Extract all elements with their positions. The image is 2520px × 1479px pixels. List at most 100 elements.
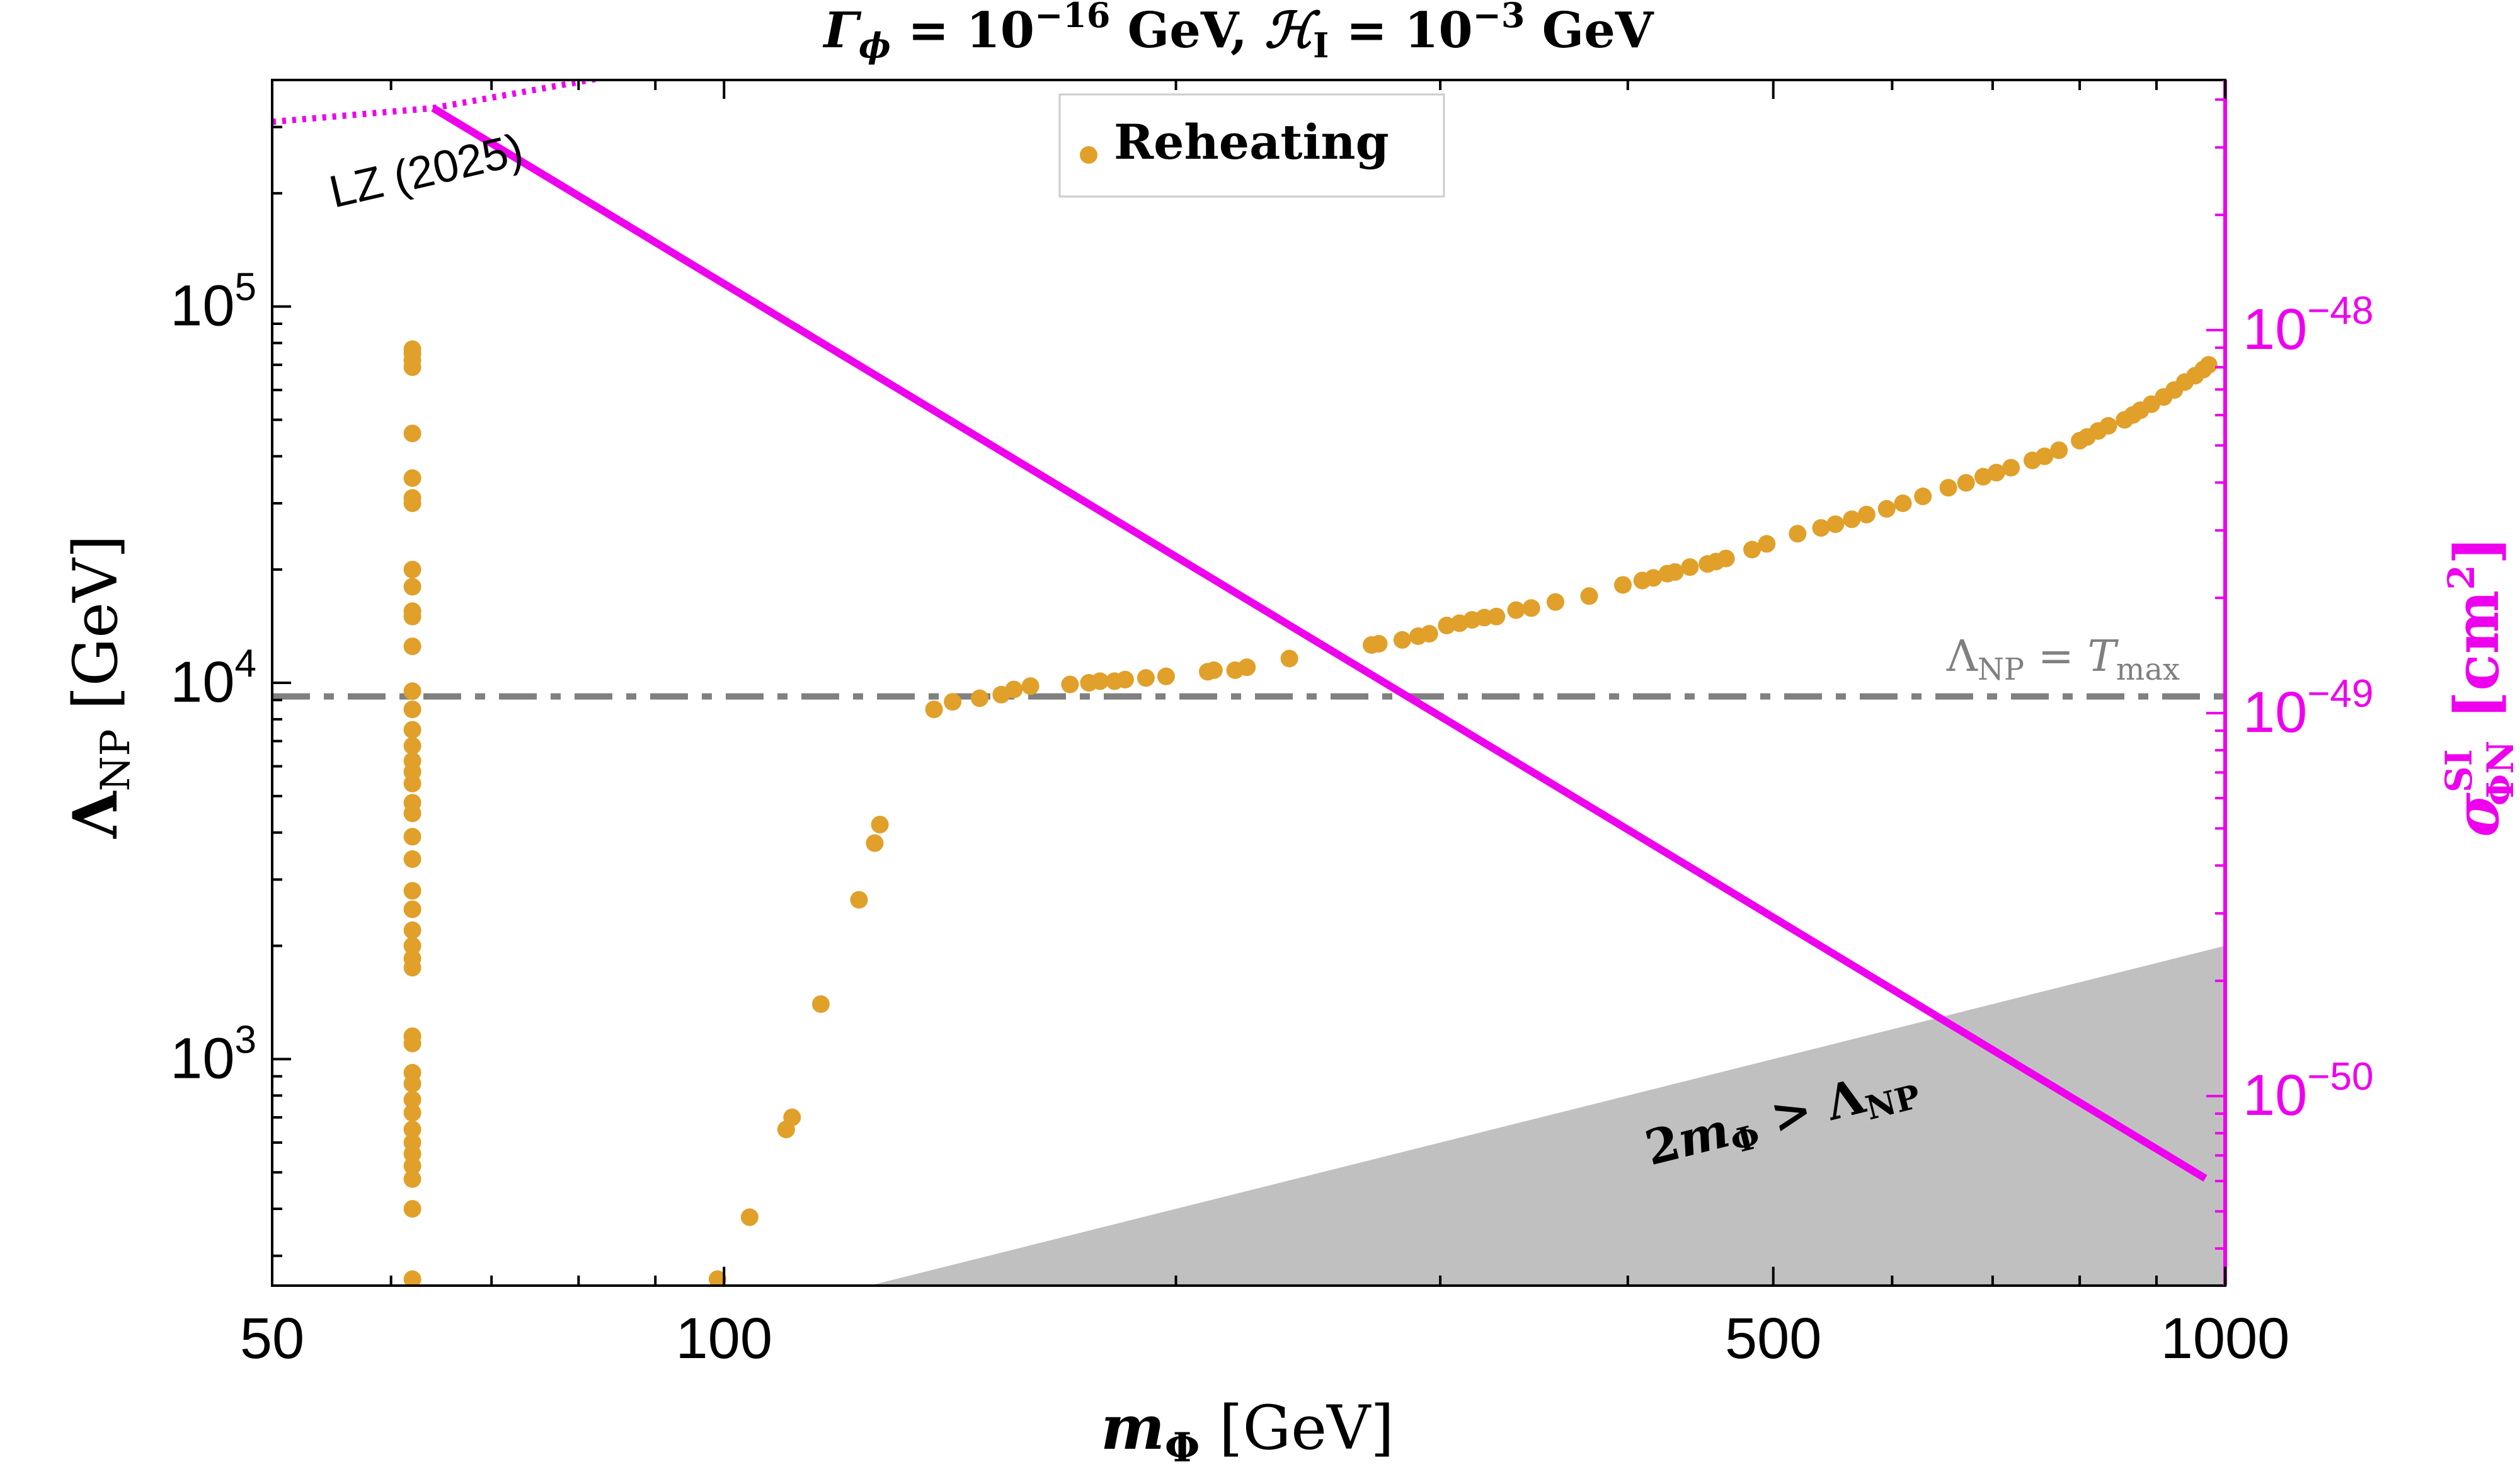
data-point xyxy=(1894,494,1912,512)
data-point xyxy=(1021,677,1040,695)
data-point xyxy=(403,1104,421,1122)
y-tick-label: 104 xyxy=(170,642,256,714)
data-point xyxy=(403,578,421,596)
chart-title: Γϕ = 10−16 GeV, ℋI = 10−3 GeV xyxy=(823,0,1654,66)
x-tick-label: 500 xyxy=(1725,1306,1822,1371)
data-point xyxy=(1666,563,1684,581)
lz-label: LZ (2025) xyxy=(325,124,528,217)
data-point xyxy=(811,995,830,1014)
data-point xyxy=(1116,670,1134,688)
y-tick-label: 103 xyxy=(170,1018,256,1090)
data-point xyxy=(1393,631,1411,649)
data-point xyxy=(403,469,421,487)
data-point xyxy=(403,682,421,700)
data-point xyxy=(403,1090,421,1109)
data-point xyxy=(1914,488,1932,505)
data-point xyxy=(403,561,421,579)
data-point xyxy=(1789,525,1807,543)
data-point xyxy=(403,1145,421,1163)
legend: Reheating xyxy=(1058,93,1445,198)
data-point xyxy=(1238,658,1256,677)
data-point xyxy=(1758,535,1776,553)
data-point xyxy=(403,637,421,656)
data-point xyxy=(1826,515,1845,534)
data-point xyxy=(1005,680,1023,699)
x-tick-label: 1000 xyxy=(2161,1306,2290,1371)
data-point xyxy=(1580,587,1598,605)
excluded-region xyxy=(869,945,2225,1286)
data-point xyxy=(403,882,421,900)
data-point xyxy=(1091,672,1109,690)
data-point xyxy=(2002,459,2020,477)
data-point xyxy=(925,700,943,719)
y-tick-label: 105 xyxy=(170,266,256,338)
data-point xyxy=(740,1208,759,1226)
data-point xyxy=(1857,505,1876,523)
data-point xyxy=(1614,576,1632,594)
cross-section-line xyxy=(431,105,2208,1182)
data-point xyxy=(1939,479,1957,497)
data-point xyxy=(403,721,421,739)
data-point xyxy=(403,804,421,823)
data-point xyxy=(2099,417,2117,435)
data-point xyxy=(783,1108,801,1126)
lz-limit-line xyxy=(272,80,608,125)
data-point xyxy=(1743,540,1761,559)
data-point xyxy=(403,358,421,376)
data-point xyxy=(403,1270,421,1286)
data-point xyxy=(2036,447,2054,465)
data-point xyxy=(1157,667,1175,685)
legend-box xyxy=(1058,93,1445,198)
data-point xyxy=(403,1170,421,1188)
data-point xyxy=(2199,356,2218,374)
data-point xyxy=(1205,661,1223,679)
data-point xyxy=(403,1121,421,1139)
data-point xyxy=(1420,625,1438,643)
data-point xyxy=(403,774,421,792)
data-point xyxy=(403,1034,421,1053)
data-point xyxy=(403,607,421,625)
data-point xyxy=(403,1157,421,1175)
data-point xyxy=(403,828,421,846)
data-point xyxy=(403,1200,421,1218)
data-point xyxy=(403,1075,421,1093)
data-point xyxy=(850,891,868,909)
data-point xyxy=(1487,607,1506,625)
data-point xyxy=(944,693,962,711)
legend-marker xyxy=(1080,146,1097,164)
data-point xyxy=(1547,593,1564,611)
data-point xyxy=(403,700,421,719)
data-point xyxy=(971,689,988,707)
data-point xyxy=(866,834,884,852)
data-point xyxy=(1644,569,1663,587)
data-point xyxy=(1522,599,1540,617)
data-point xyxy=(403,737,421,755)
data-point xyxy=(1370,635,1388,653)
data-point xyxy=(1137,669,1155,687)
data-point xyxy=(871,816,889,834)
data-point xyxy=(403,959,421,977)
y2-tick-label: 10−49 xyxy=(2243,672,2374,745)
data-point xyxy=(403,850,421,868)
data-point xyxy=(1507,601,1525,619)
data-point xyxy=(403,900,421,918)
data-point xyxy=(708,1270,726,1286)
data-point xyxy=(1987,464,2005,482)
y2-tick-label: 10−50 xyxy=(2243,1055,2374,1128)
data-point xyxy=(1061,675,1079,694)
data-point xyxy=(1877,500,1896,518)
data-point xyxy=(1843,510,1861,528)
data-point xyxy=(403,494,421,512)
data-point xyxy=(2050,441,2068,459)
data-point xyxy=(403,425,421,443)
data-point xyxy=(1280,649,1298,668)
data-point xyxy=(1681,558,1699,576)
data-point xyxy=(403,937,421,955)
data-point xyxy=(1812,519,1830,537)
y2-tick-label: 10−48 xyxy=(2243,289,2374,362)
x-tick-label: 50 xyxy=(240,1306,304,1371)
x-axis-label: mΦ [GeV] xyxy=(1101,1392,1394,1471)
y-axis-label: ΛNP [GeV] xyxy=(60,535,139,839)
x-tick-label: 100 xyxy=(676,1306,773,1371)
